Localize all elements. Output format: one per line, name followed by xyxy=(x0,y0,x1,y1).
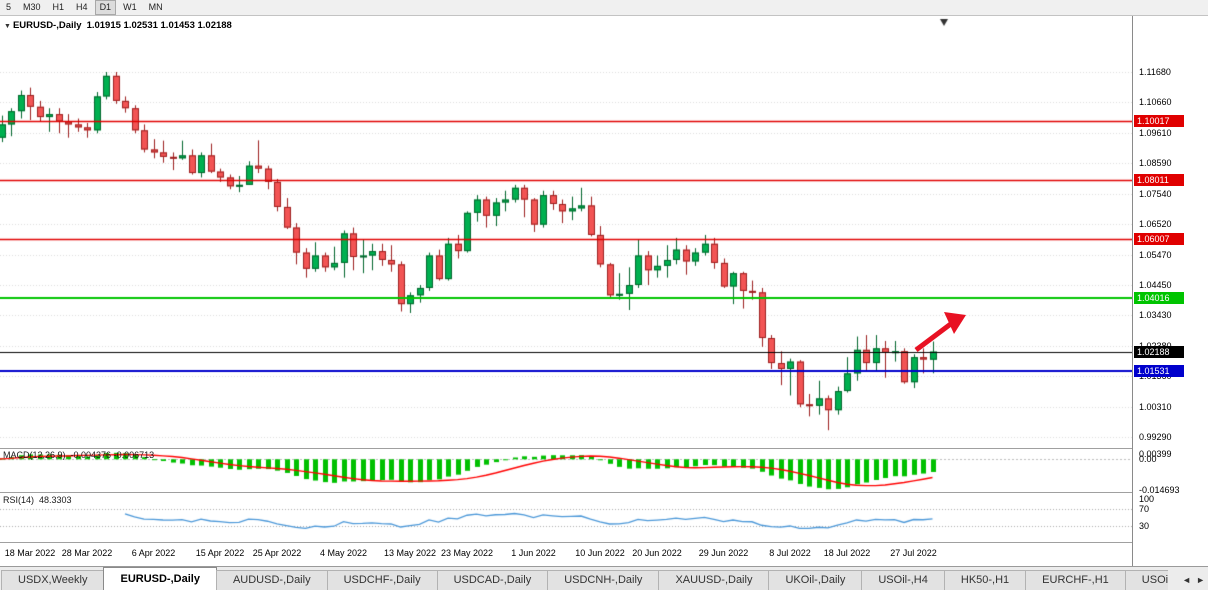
trend-arrow-annotation[interactable] xyxy=(910,310,968,356)
tab-scroll-left-button[interactable]: ◄ xyxy=(1182,575,1192,585)
price-scale[interactable]: 1.11680 1.10660 1.09610 1.08590 1.07540 1.065… xyxy=(1132,16,1208,566)
tab-xauusd-daily[interactable]: XAUUSD-,Daily xyxy=(658,570,770,590)
rsi-axis-tick: 100 xyxy=(1139,494,1155,504)
price-axis-tick: 1.07540 xyxy=(1139,188,1172,199)
date-axis-label: 23 May 2022 xyxy=(440,548,494,558)
timeframe-button-h4[interactable]: H4 xyxy=(76,2,88,12)
tab-usoil-h4[interactable]: USOil-,H4 xyxy=(1124,570,1168,590)
tab-scroll-arrows: ◄ ► xyxy=(1182,575,1205,585)
tab-eurusd-daily[interactable]: EURUSD-,Daily xyxy=(103,567,217,590)
chart-title: ▼ EURUSD-,Daily 1.01915 1.02531 1.01453 1.… xyxy=(4,20,237,31)
timeframe-button-m30[interactable]: M30 xyxy=(23,2,41,12)
rsi-axis-tick: 30 xyxy=(1139,521,1150,532)
macd-axis-tick: 0.00399 xyxy=(1139,449,1172,459)
macd-axis-tick: -0.014693 xyxy=(1139,485,1180,496)
chart-tab-bar: USDX,Weekly EURUSD-,Daily AUDUSD-,Daily USD… xyxy=(0,566,1208,590)
price-axis-tick: 1.11680 xyxy=(1139,67,1171,77)
price-axis-tick: 1.00310 xyxy=(1139,401,1172,412)
rsi-panel-canvas[interactable] xyxy=(0,493,1132,542)
tab-usdcad-daily[interactable]: USDCAD-,Daily xyxy=(436,570,549,590)
chart-ohlc-values: 1.01915 1.02531 1.01453 1.02188 xyxy=(86,20,232,31)
date-axis-label: 1 Jun 2022 xyxy=(511,548,556,558)
price-axis-tick: 0.99290 xyxy=(1139,432,1172,442)
date-axis-label: 28 Mar 2022 xyxy=(61,548,113,558)
level-price-tag: 1.01531 xyxy=(1134,364,1184,377)
tab-eurchf-h1[interactable]: EURCHF-,H1 xyxy=(1025,570,1126,590)
date-axis-label: 20 Jun 2022 xyxy=(632,548,682,558)
macd-panel-label: MACD(12,26,9) -0.004376 -0.006713 xyxy=(3,450,159,460)
price-axis-tick: 1.05470 xyxy=(1139,249,1172,260)
date-axis-label: 4 May 2022 xyxy=(319,548,368,558)
date-axis[interactable]: 18 Mar 2022 28 Mar 2022 6 Apr 2022 15 Apr 2… xyxy=(0,543,1132,565)
tab-usdchf-daily[interactable]: USDCHF-,Daily xyxy=(326,570,438,590)
trend-arrow-head xyxy=(944,312,966,334)
level-price-tag: 1.02188 xyxy=(1134,345,1184,358)
rsi-panel-label: RSI(14) 48.3303 xyxy=(3,495,77,505)
macd-label: MACD(12,26,9) xyxy=(3,450,66,460)
tab-ukoil-daily[interactable]: UKOil-,Daily xyxy=(768,570,863,590)
trend-arrow-shaft xyxy=(914,321,954,352)
tab-usdcnh-daily[interactable]: USDCNH-,Daily xyxy=(547,570,660,590)
tab-usdx-weekly[interactable]: USDX,Weekly xyxy=(1,570,105,590)
date-axis-label: 18 Jul 2022 xyxy=(823,548,871,558)
tab-usoil-h4[interactable]: USOil-,H4 xyxy=(861,570,945,590)
price-axis-tick: 1.03430 xyxy=(1139,310,1172,321)
collapse-icon[interactable]: ▼ xyxy=(4,23,11,30)
price-axis-tick: 1.08590 xyxy=(1139,158,1172,169)
date-axis-label: 18 Mar 2022 xyxy=(4,548,56,558)
chart-symbol-period: EURUSD-,Daily xyxy=(12,20,82,31)
level-price-tag: 1.06007 xyxy=(1134,233,1184,246)
price-axis-tick: 1.10660 xyxy=(1139,97,1172,108)
price-axis-tick: 1.09610 xyxy=(1139,127,1172,138)
timeframe-button-w1[interactable]: W1 xyxy=(123,2,137,12)
timeframe-button-d1[interactable]: D1 xyxy=(94,0,117,15)
date-axis-label: 6 Apr 2022 xyxy=(131,548,176,558)
tab-hk50-h1[interactable]: HK50-,H1 xyxy=(943,570,1027,590)
rsi-axis-tick: 70 xyxy=(1139,503,1150,514)
panel-separator xyxy=(0,542,1208,543)
macd-values: -0.004376 -0.006713 xyxy=(70,450,155,460)
date-axis-label: 10 Jun 2022 xyxy=(575,548,625,558)
timeframe-button-h1[interactable]: H1 xyxy=(52,2,65,12)
date-axis-label: 8 Jul 2022 xyxy=(769,548,811,558)
panel-separator[interactable] xyxy=(0,492,1208,493)
tab-audusd-daily[interactable]: AUDUSD-,Daily xyxy=(215,570,328,590)
date-axis-label: 25 Apr 2022 xyxy=(252,548,302,558)
panel-separator[interactable] xyxy=(0,448,1208,449)
price-axis-tick: 1.04450 xyxy=(1139,279,1172,290)
date-axis-label: 29 Jun 2022 xyxy=(698,548,749,558)
level-price-tag: 1.10017 xyxy=(1134,114,1184,127)
price-axis-tick: 1.06520 xyxy=(1139,219,1172,229)
macd-panel-canvas[interactable] xyxy=(0,449,1132,492)
level-price-tag: 1.08011 xyxy=(1134,174,1184,187)
date-axis-label: 13 May 2022 xyxy=(383,548,437,558)
date-axis-label: 27 Jul 2022 xyxy=(890,548,937,558)
rsi-label: RSI(14) xyxy=(3,495,35,505)
level-price-tag: 1.04016 xyxy=(1134,291,1184,304)
price-chart-canvas[interactable] xyxy=(0,16,1132,448)
date-axis-label: 15 Apr 2022 xyxy=(195,548,245,558)
timeframe-button-5[interactable]: 5 xyxy=(6,2,12,12)
macd-axis-tick: 0.00 xyxy=(1139,454,1157,465)
timeframe-button-mn[interactable]: MN xyxy=(148,2,163,12)
tab-scroll-right-button[interactable]: ► xyxy=(1196,575,1205,585)
rsi-value: 48.3303 xyxy=(39,495,72,505)
timeframe-toolbar: 5 M30 H1 H4 D1 W1 MN xyxy=(0,0,1208,16)
chart-tabs: USDX,Weekly EURUSD-,Daily AUDUSD-,Daily USD… xyxy=(0,567,1168,590)
